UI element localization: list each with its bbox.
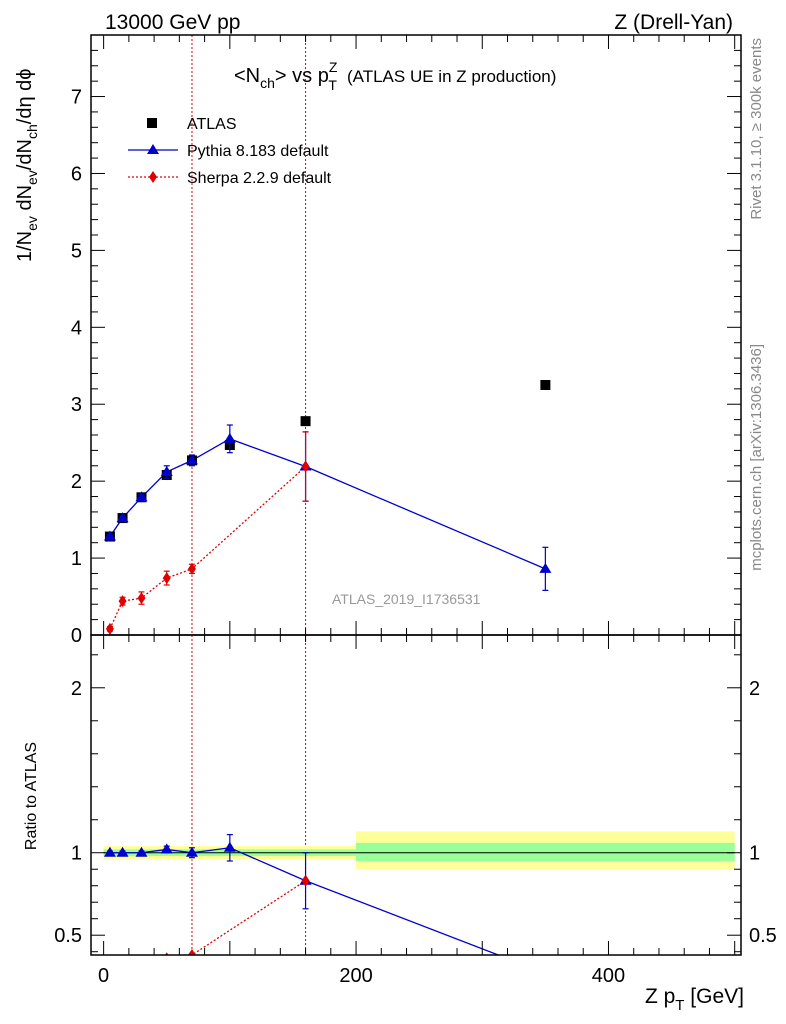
ratio-point-pythia-8-183-default <box>116 846 129 857</box>
ratio-y-tick-label: 2 <box>71 678 82 700</box>
main-y-tick-label: 6 <box>71 163 82 185</box>
main-y-axis-label: 1/Nev dNev/dNch/dη dϕ <box>14 69 40 262</box>
main-point-sherpa-2-2-9-default <box>137 592 146 605</box>
main-point-pythia-8-183-default <box>160 465 173 476</box>
main-point-atlas <box>300 416 311 427</box>
ratio-point-sherpa-2-2-9-default <box>119 964 127 976</box>
analysis-label: ATLAS_2019_I1736531 <box>332 591 481 607</box>
ratio-point-sherpa-2-2-9-default <box>106 1002 114 1014</box>
x-tick-label: 0 <box>98 965 109 987</box>
legend-marker-sherpa <box>149 171 157 183</box>
chart-title: <Nch> vs pZ T (ATLAS UE in Z production) <box>234 59 556 93</box>
legend: ATLAS Pythia 8.183 default Sherpa 2.2.9 … <box>128 116 332 187</box>
ratio-y-axis-label: Ratio to ATLAS <box>23 742 40 850</box>
ratio-series-group <box>103 833 551 1014</box>
main-y-tick-label: 7 <box>71 87 82 109</box>
main-point-sherpa-2-2-9-default <box>162 572 171 585</box>
ratio-point-pythia-8-183-default <box>160 843 173 854</box>
ratio-point-sherpa-2-2-9-default <box>164 952 169 955</box>
main-point-pythia-8-183-default <box>103 530 116 541</box>
ratio-point-pythia-8-183-default <box>223 841 236 852</box>
ratio-point-pythia-8-183-default <box>135 846 148 857</box>
legend-label-atlas: ATLAS <box>187 116 237 133</box>
ratio-point-sherpa-2-2-9-default <box>301 874 310 887</box>
main-plot-area: 0 1 2 3 4 5 6 7 <box>71 34 742 955</box>
ratio-y-tick-label: 1 <box>71 843 82 865</box>
main-point-sherpa-2-2-9-default <box>118 595 127 608</box>
main-point-pythia-8-183-default <box>116 512 129 523</box>
main-line-pythia-8-183-default <box>109 438 546 570</box>
main-point-pythia-8-183-default <box>539 562 552 573</box>
x-tick-label: 400 <box>592 965 625 987</box>
ratio-band-green-1 <box>356 842 735 861</box>
legend-marker-atlas <box>147 118 157 128</box>
main-point-sherpa-2-2-9-default <box>187 562 196 575</box>
x-tick-label: 200 <box>339 965 372 987</box>
main-point-atlas <box>540 380 551 390</box>
ratio-point-pythia-8-183-default <box>539 967 551 977</box>
ratio-point-pythia-8-183-default <box>103 846 116 857</box>
main-point-pythia-8-183-default <box>185 454 198 465</box>
ratio-y-tick-label-right: 0.5 <box>749 925 777 947</box>
legend-label-sherpa: Sherpa 2.2.9 default <box>187 170 332 187</box>
legend-marker-pythia <box>147 144 159 154</box>
ratio-plot-area: 0 200 400 0.5 0.5 1 1 2 2 <box>54 634 777 1014</box>
main-y-tick-label: 5 <box>71 240 82 262</box>
rivet-label: Rivet 3.1.10, ≥ 300k events <box>748 38 765 220</box>
main-y-tick-label: 0 <box>71 625 82 647</box>
main-y-tick-label: 1 <box>71 548 82 570</box>
legend-label-pythia: Pythia 8.183 default <box>187 143 329 160</box>
ratio-frame <box>90 634 742 956</box>
ratio-y-tick-label-right: 1 <box>749 843 760 865</box>
ratio-line-sherpa-2-2-9-default <box>186 880 306 955</box>
main-y-tick-label: 2 <box>71 471 82 493</box>
header-left: 13000 GeV pp <box>105 11 240 34</box>
ratio-y-tick-label-right: 2 <box>749 678 760 700</box>
x-axis-label: Z pT [GeV] <box>645 985 744 1014</box>
main-y-tick-label: 4 <box>71 317 82 339</box>
main-series-group <box>103 380 552 635</box>
main-point-pythia-8-183-default <box>135 491 148 502</box>
ratio-point-sherpa-2-2-9-default <box>187 949 196 955</box>
ratio-point-sherpa-2-2-9-default <box>137 967 145 979</box>
main-point-pythia-8-183-default <box>223 432 236 443</box>
main-line-sherpa-2-2-9-default <box>109 466 306 630</box>
ratio-y-tick-label: 0.5 <box>54 925 82 947</box>
main-point-sherpa-2-2-9-default <box>301 460 310 473</box>
ratio-point-pythia-8-183-default <box>185 846 198 857</box>
main-point-sherpa-2-2-9-default <box>105 622 114 635</box>
header-right: Z (Drell-Yan) <box>614 11 733 34</box>
main-y-tick-label: 3 <box>71 394 82 416</box>
mcplots-label: mcplots.cern.ch [arXiv:1306.3436] <box>748 344 765 571</box>
